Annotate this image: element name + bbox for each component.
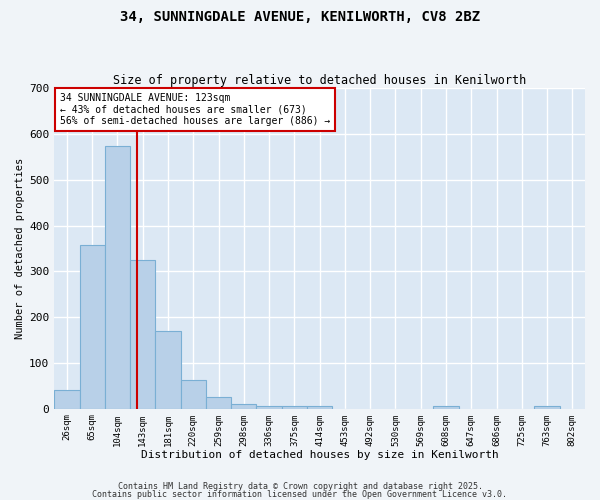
Bar (231, 404, 256, 408)
Text: 34 SUNNINGDALE AVENUE: 123sqm
← 43% of detached houses are smaller (673)
56% of : 34 SUNNINGDALE AVENUE: 123sqm ← 43% of d… (59, 93, 330, 126)
Bar (282, 406, 307, 408)
X-axis label: Distribution of detached houses by size in Kenilworth: Distribution of detached houses by size … (141, 450, 499, 460)
Text: Contains public sector information licensed under the Open Government Licence v3: Contains public sector information licen… (92, 490, 508, 499)
Bar (130, 260, 155, 408)
Bar (181, 380, 206, 408)
Bar (535, 406, 560, 408)
Text: Contains HM Land Registry data © Crown copyright and database right 2025.: Contains HM Land Registry data © Crown c… (118, 482, 482, 491)
Text: 34, SUNNINGDALE AVENUE, KENILWORTH, CV8 2BZ: 34, SUNNINGDALE AVENUE, KENILWORTH, CV8 … (120, 10, 480, 24)
Bar (155, 331, 181, 408)
Bar (105, 146, 130, 408)
Bar (256, 406, 282, 408)
Bar (54, 390, 80, 408)
Title: Size of property relative to detached houses in Kenilworth: Size of property relative to detached ho… (113, 74, 526, 87)
Bar (80, 245, 105, 408)
Y-axis label: Number of detached properties: Number of detached properties (15, 158, 25, 339)
Bar (433, 406, 458, 408)
Bar (206, 398, 231, 408)
Bar (307, 406, 332, 408)
